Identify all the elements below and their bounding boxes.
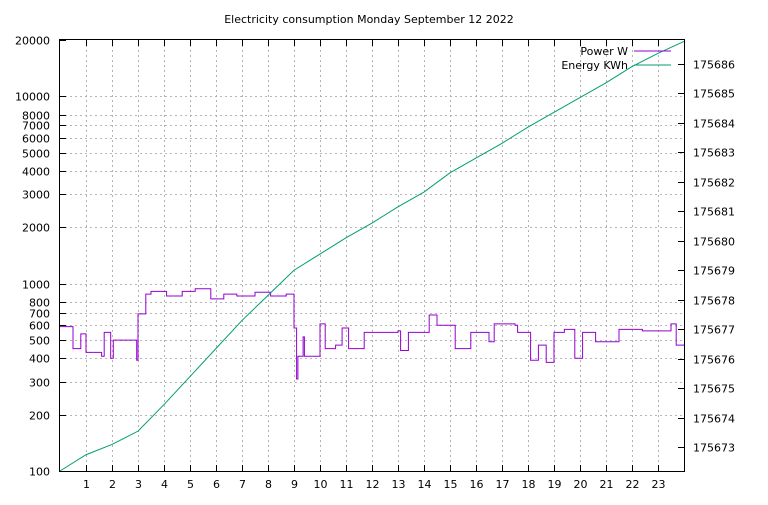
axes: 1 2 3 4 5 6 7 8 9 10 11 12 13 14 15 16 17 18 19 20 21 22 23100… — [15, 35, 735, 492]
x-tick-label: 9 — [291, 478, 298, 491]
y2-tick-label: 175681 — [693, 206, 735, 219]
series-line-power-w — [60, 288, 684, 380]
x-tick-label: 7 — [239, 478, 246, 491]
x-tick-label: 18 — [522, 478, 536, 491]
y-tick-label: 1000 — [22, 279, 50, 292]
x-tick-label: 14 — [418, 478, 432, 491]
x-tick-label: 2 — [109, 478, 116, 491]
plot-frame — [59, 39, 685, 472]
x-tick-label: 5 — [187, 478, 194, 491]
x-tick-label: 12 — [366, 478, 380, 491]
x-tick-label: 8 — [265, 478, 272, 491]
y2-tick-label: 175682 — [693, 177, 735, 190]
y-tick-label: 200 — [29, 410, 50, 423]
y-tick-label: 10000 — [15, 91, 50, 104]
legend-label-power-w: Power W — [580, 45, 628, 58]
y-tick-label: 6000 — [22, 133, 50, 146]
x-tick-label: 11 — [340, 478, 354, 491]
x-tick-label: 3 — [135, 478, 142, 491]
y-tick-label: 100 — [29, 466, 50, 479]
grid — [60, 40, 684, 471]
x-tick-label: 20 — [574, 478, 588, 491]
y-tick-label: 600 — [29, 320, 50, 333]
y2-tick-label: 175683 — [693, 147, 735, 160]
x-tick-label: 10 — [314, 478, 328, 491]
y-tick-label: 4000 — [22, 166, 50, 179]
y-tick-label: 5000 — [22, 148, 50, 161]
x-tick-label: 23 — [652, 478, 666, 491]
y-tick-label: 7000 — [22, 120, 50, 133]
y2-tick-label: 175675 — [693, 383, 735, 396]
x-tick-label: 13 — [392, 478, 406, 491]
plot-series — [59, 41, 685, 472]
y-tick-label: 8000 — [22, 110, 50, 123]
y-tick-label: 700 — [29, 308, 50, 321]
x-tick-label: 15 — [444, 478, 458, 491]
y-tick-label: 800 — [29, 297, 50, 310]
y-tick-label: 400 — [29, 353, 50, 366]
y2-tick-label: 175677 — [693, 324, 735, 337]
x-tick-label: 17 — [496, 478, 510, 491]
y-tick-label: 3000 — [22, 189, 50, 202]
x-tick-label: 6 — [213, 478, 220, 491]
y-tick-label: 2000 — [22, 222, 50, 235]
y2-tick-label: 175685 — [693, 88, 735, 101]
y-tick-label: 500 — [29, 335, 50, 348]
y2-tick-label: 175684 — [693, 118, 735, 131]
y2-tick-label: 175678 — [693, 295, 735, 308]
legend-label-energy-kwh: Energy KWh — [561, 59, 628, 72]
x-tick-label: 21 — [600, 478, 614, 491]
x-tick-label: 16 — [470, 478, 484, 491]
chart-title: Electricity consumption Monday September… — [224, 13, 514, 26]
x-tick-label: 4 — [161, 478, 168, 491]
y2-tick-label: 175674 — [693, 413, 735, 426]
y2-tick-label: 175679 — [693, 265, 735, 278]
y2-tick-label: 175676 — [693, 354, 735, 367]
x-tick-label: 22 — [626, 478, 640, 491]
x-tick-label: 19 — [548, 478, 562, 491]
series-line-energy-kwh — [59, 41, 685, 472]
y2-tick-label: 175686 — [693, 59, 735, 72]
y-tick-label: 20000 — [15, 35, 50, 48]
y-tick-label: 300 — [29, 377, 50, 390]
y2-tick-label: 175673 — [693, 442, 735, 455]
y2-tick-label: 175680 — [693, 236, 735, 249]
x-tick-label: 1 — [83, 478, 90, 491]
